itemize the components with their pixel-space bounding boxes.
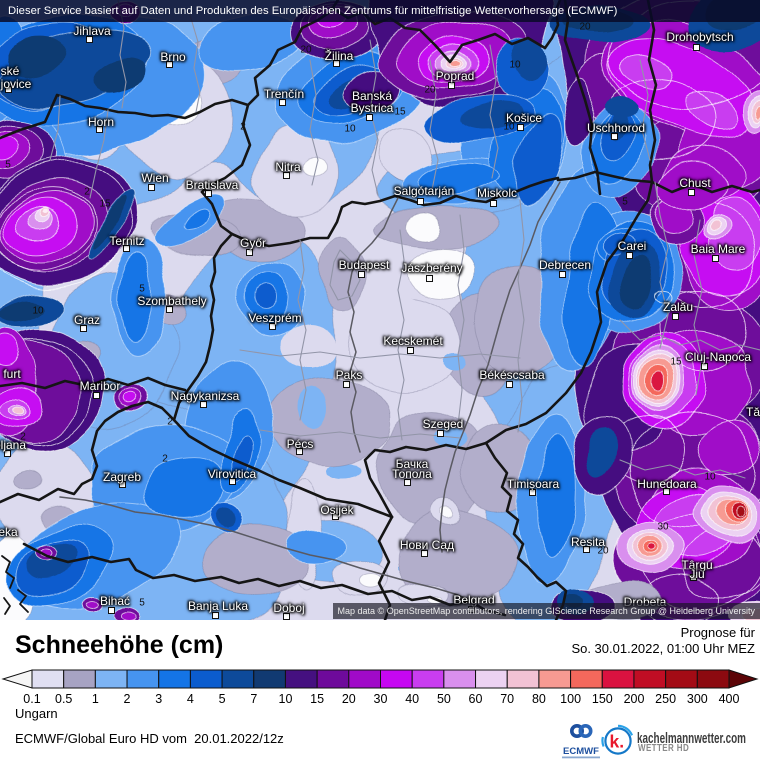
svg-text:k.: k. <box>610 732 625 752</box>
svg-text:ECMWF: ECMWF <box>563 746 599 757</box>
